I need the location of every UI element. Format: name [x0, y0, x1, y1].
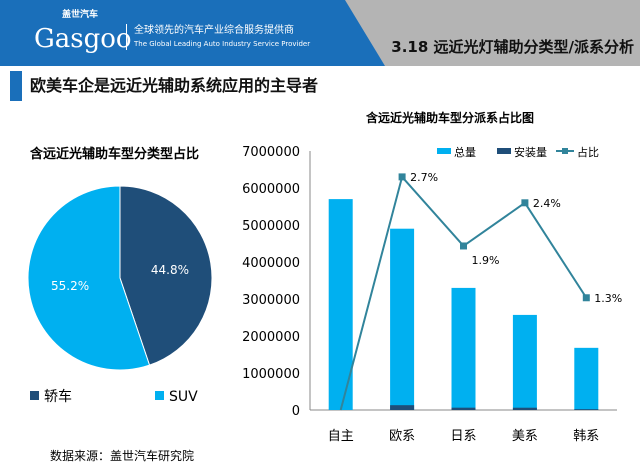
- x-tick-label: 欧系: [389, 429, 415, 444]
- bar-installed: [451, 407, 476, 410]
- ratio-label: 2.4%: [533, 197, 561, 210]
- pie-title: 含远近光辅助车型分类型占比: [30, 147, 200, 162]
- y-tick-label: 6000000: [242, 182, 300, 197]
- legend-label: 总量: [454, 145, 476, 159]
- legend-label: 安装量: [514, 145, 547, 159]
- legend-swatch: [30, 391, 39, 400]
- y-tick-label: 2000000: [242, 330, 300, 345]
- legend-marker: [562, 148, 568, 154]
- x-tick-label: 日系: [450, 429, 476, 444]
- bar-total: [451, 287, 476, 410]
- slogan-en: The Global Leading Auto Industry Service…: [134, 40, 311, 48]
- slogan: 全球领先的汽车产业综合服务提供商: [134, 25, 294, 36]
- ratio-marker: [398, 173, 406, 181]
- bar-total: [512, 314, 537, 410]
- bar-chart-title: 含远近光辅助车型分派系占比图: [366, 110, 534, 125]
- x-tick-label: 美系: [512, 429, 538, 444]
- y-tick-label: 0: [292, 404, 300, 419]
- pie-label: 44.8%: [151, 263, 189, 277]
- legend-label: 占比: [577, 145, 599, 159]
- ratio-label: 1.9%: [472, 254, 500, 267]
- ratio-label: 2.7%: [410, 171, 438, 184]
- bar-installed: [574, 409, 599, 410]
- bar-installed: [512, 407, 537, 410]
- y-tick-label: 4000000: [242, 256, 300, 271]
- bar-total: [328, 199, 353, 410]
- section-title: 3.18 远近光灯辅助分类型/派系分析: [391, 38, 634, 56]
- pie-label: 55.2%: [51, 279, 89, 293]
- bar-total: [574, 347, 599, 410]
- y-tick-label: 5000000: [242, 219, 300, 234]
- header-blue-band: [0, 0, 385, 66]
- ratio-marker: [521, 199, 529, 207]
- bar-total: [390, 228, 415, 410]
- headline-marker: [10, 71, 22, 101]
- ratio-marker: [582, 294, 590, 302]
- pie-slice: [119, 185, 213, 366]
- headline: 欧美车企是远近光辅助系统应用的主导者: [30, 76, 319, 95]
- ratio-marker: [460, 242, 467, 250]
- legend-label: 轿车: [44, 388, 72, 405]
- legend-swatch: [155, 391, 164, 400]
- legend-swatch: [497, 148, 511, 154]
- pie-slice: [27, 185, 151, 371]
- x-tick-label: 韩系: [573, 429, 599, 444]
- legend-swatch: [437, 148, 451, 154]
- y-tick-label: 7000000: [242, 145, 300, 160]
- y-tick-label: 1000000: [242, 367, 300, 382]
- bar-installed: [390, 405, 415, 410]
- data-source: 数据来源：盖世汽车研究院: [50, 449, 195, 463]
- logo: Gasgoo: [34, 24, 132, 54]
- legend-label: SUV: [169, 389, 198, 405]
- logo-cn: 盖世汽车: [62, 10, 99, 20]
- divider: [126, 24, 127, 50]
- y-tick-label: 3000000: [242, 293, 300, 308]
- ratio-label: 1.3%: [594, 292, 622, 305]
- x-tick-label: 自主: [328, 429, 354, 444]
